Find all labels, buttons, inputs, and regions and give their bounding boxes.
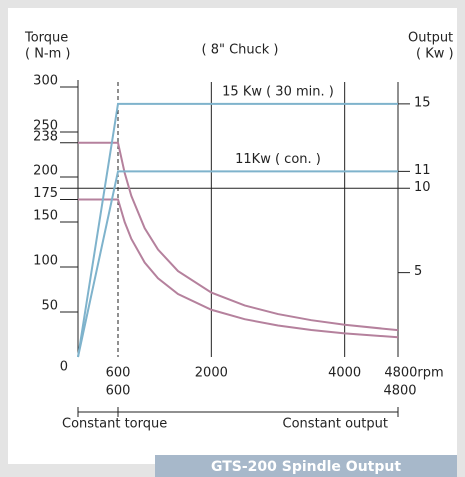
y2-tick-label: 15 <box>414 95 431 110</box>
rpm-label: 4800 <box>383 384 416 399</box>
rpm-label: 600 <box>106 384 131 399</box>
series-label: 11Kw ( con. ) <box>235 152 321 167</box>
y-tick-label: 300 <box>33 74 58 89</box>
y-tick-label: 250 <box>33 119 58 134</box>
y-tick-label: 150 <box>33 209 58 224</box>
region-label: Constant output <box>283 417 388 432</box>
y2-tick-label: 5 <box>414 264 422 279</box>
series-line <box>78 198 399 339</box>
x-tick-label: 600 <box>106 366 131 381</box>
series-line <box>77 170 398 358</box>
subtitle: ( 8" Chuck ) <box>201 43 278 58</box>
x-tick-label: 2000 <box>195 366 228 381</box>
y2-tick-label: 10 <box>414 180 431 195</box>
y-tick-label: 50 <box>41 299 58 314</box>
series-label: 15 Kw ( 30 min. ) <box>222 84 334 99</box>
y-label: ( N-m ) <box>25 47 71 62</box>
panel <box>8 8 457 464</box>
region-label: Constant torque <box>62 417 167 432</box>
x-tick-label: 4800rpm <box>384 366 443 381</box>
y2-label: ( Kw ) <box>416 47 454 62</box>
y-tick-label: 175 <box>33 186 58 201</box>
y-tick-label: 100 <box>33 254 58 269</box>
series-line <box>77 102 398 358</box>
chart-title: GTS-200 Spindle Output <box>211 459 401 475</box>
title-bar <box>155 455 457 477</box>
y-tick-label: 200 <box>33 164 58 179</box>
y-tick-label: 238 <box>33 129 58 144</box>
x-tick-label: 4000 <box>328 366 361 381</box>
y2-tick-label: 11 <box>414 163 431 178</box>
y-tick-label: 0 <box>60 360 68 375</box>
series-line <box>78 141 399 332</box>
y-label: Torque <box>24 31 68 46</box>
y2-label: Output <box>408 31 453 46</box>
